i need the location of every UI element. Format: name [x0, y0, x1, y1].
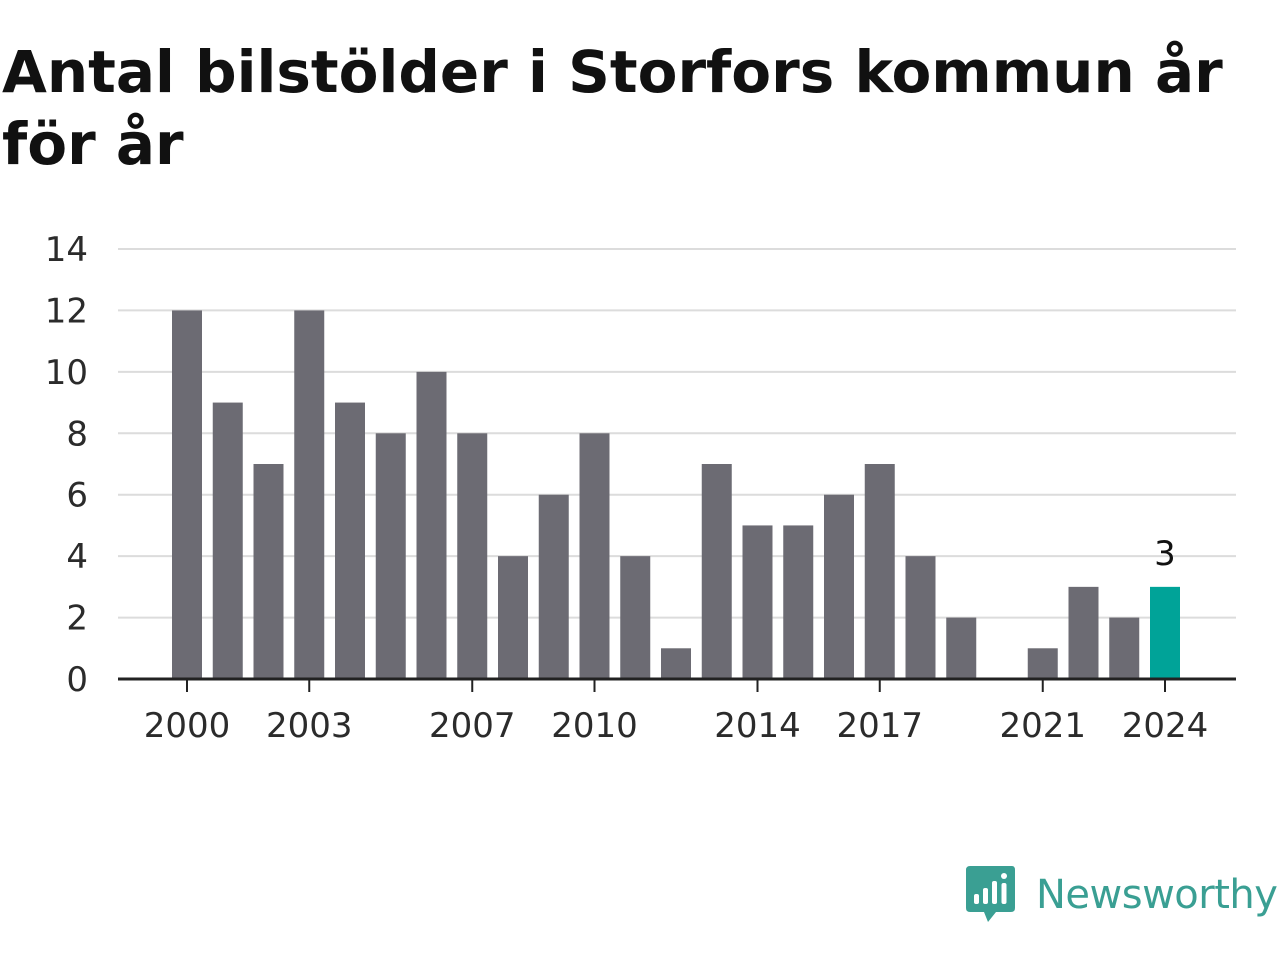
y-tick-label: 14 — [45, 230, 88, 270]
bar-2012 — [661, 648, 691, 679]
x-tick-label: 2021 — [999, 706, 1086, 746]
bar-2014 — [742, 525, 773, 679]
x-axis-ticks: 2000 2003 2007 2010 2014 2017 2021 2024 — [144, 679, 1209, 746]
bar-2013 — [701, 464, 732, 679]
bar-2017 — [864, 464, 895, 679]
x-tick-label: 2014 — [714, 706, 801, 746]
value-labels: 3 — [1154, 534, 1176, 574]
bar-2002 — [253, 464, 284, 679]
y-tick-label: 0 — [66, 660, 88, 700]
bar-2006 — [416, 371, 447, 679]
y-tick-label: 10 — [45, 353, 88, 393]
y-tick-label: 6 — [66, 476, 88, 516]
brand-name: Newsworthy — [1036, 872, 1278, 918]
x-tick-label: 2007 — [429, 706, 516, 746]
bar-2024 — [1150, 586, 1180, 679]
bar-2016 — [824, 494, 854, 679]
x-tick-label: 2017 — [836, 706, 923, 746]
y-tick-label: 2 — [66, 599, 88, 639]
bar-2019 — [946, 617, 977, 679]
bar-2007 — [457, 433, 488, 679]
bar-2015 — [783, 525, 814, 679]
y-axis-ticks: 0 2 4 6 8 10 12 14 — [45, 230, 88, 700]
bars — [172, 310, 1180, 679]
bar-2023 — [1109, 617, 1140, 679]
bar-2021 — [1027, 648, 1058, 679]
bar-2000 — [172, 310, 202, 679]
y-tick-label: 12 — [45, 291, 88, 331]
gridlines — [118, 248, 1236, 619]
bar-2022 — [1068, 586, 1099, 679]
bar-2010 — [579, 433, 610, 679]
bar-2001 — [212, 402, 243, 679]
bar-2005 — [375, 433, 406, 679]
y-tick-label: 4 — [66, 537, 88, 577]
highlight-value-label: 3 — [1154, 534, 1176, 574]
brand-logo: Newsworthy — [964, 864, 1278, 926]
bar-2011 — [620, 556, 651, 679]
y-tick-label: 8 — [66, 414, 88, 454]
bar-2018 — [905, 556, 936, 679]
newsworthy-logo-icon — [966, 866, 1015, 922]
x-tick-label: 2000 — [144, 706, 231, 746]
x-tick-label: 2003 — [266, 706, 353, 746]
bar-2008 — [498, 556, 528, 679]
bar-2009 — [538, 494, 569, 679]
x-tick-label: 2010 — [551, 706, 638, 746]
bar-2004 — [335, 402, 365, 679]
bar-chart: 0 2 4 6 8 10 12 14 2000 2003 2007 2010 2014 2017 2021… — [45, 230, 1236, 746]
bar-2003 — [294, 310, 325, 679]
chart-title: Antal bilstölder i Storfors kommun år fö… — [2, 38, 1223, 178]
x-tick-label: 2024 — [1122, 706, 1209, 746]
